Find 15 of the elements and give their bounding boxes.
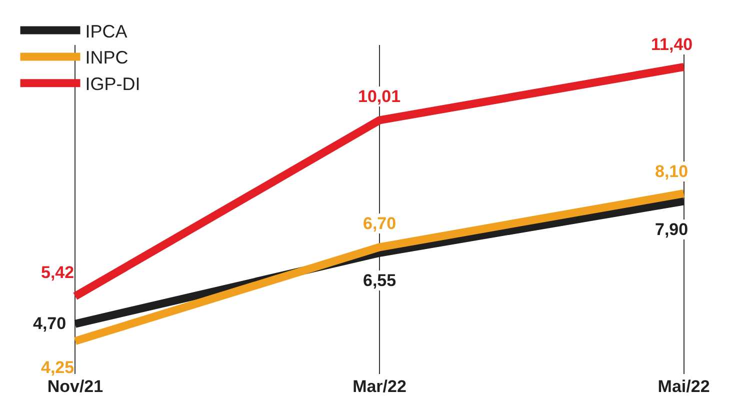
data-label: 6,55 [363, 271, 396, 290]
legend-label: IGP-DI [85, 74, 140, 94]
data-label: 5,42 [41, 263, 74, 282]
legend-label: IPCA [85, 21, 128, 42]
x-tick-label: Nov/21 [47, 377, 104, 396]
data-label: 4,25 [41, 358, 74, 377]
data-label: 11,40 [651, 35, 693, 54]
data-label: 7,90 [655, 220, 688, 239]
data-label: 4,70 [33, 314, 66, 333]
x-tick-label: Mai/22 [658, 377, 710, 396]
data-label: 10,01 [358, 87, 401, 106]
x-tick-label: Mar/22 [352, 377, 406, 396]
data-label: 6,70 [363, 214, 396, 233]
data-label: 8,10 [655, 162, 688, 181]
legend-label: INPC [85, 48, 128, 68]
